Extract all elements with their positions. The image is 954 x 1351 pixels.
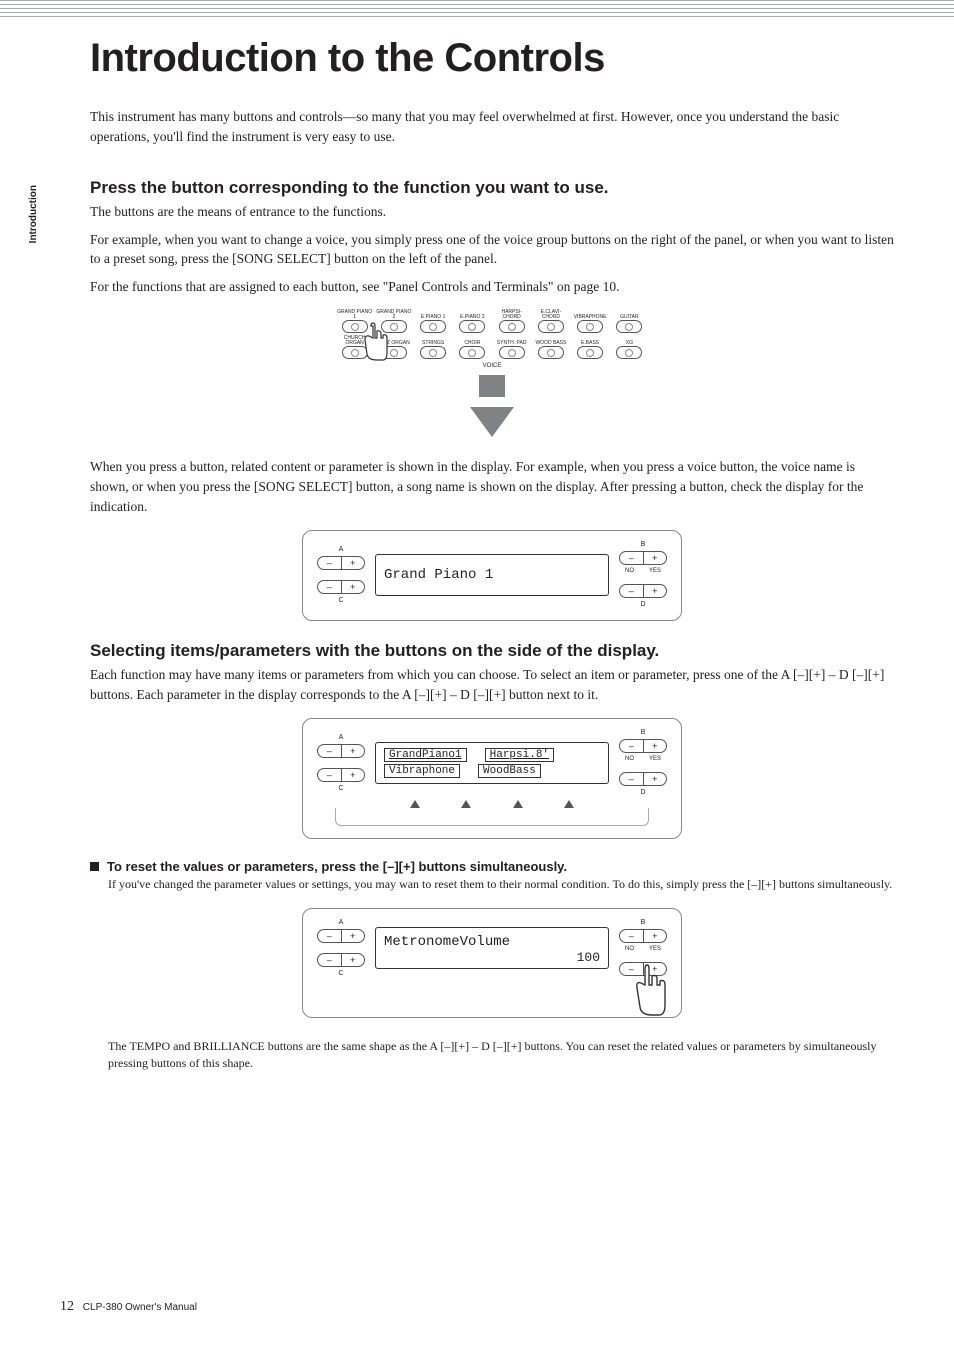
voice-button[interactable] <box>420 320 446 333</box>
voice-button[interactable] <box>459 320 485 333</box>
label-A: A <box>339 546 344 553</box>
pm-button-A[interactable]: –+ <box>317 556 365 570</box>
voice-button[interactable] <box>420 346 446 359</box>
voice-label: WOOD BASS <box>535 336 566 346</box>
voice-button[interactable] <box>538 346 564 359</box>
voice-label: E.CLAVI-CHORD <box>533 310 568 320</box>
lcd3-label: MetronomeVolume <box>384 934 600 950</box>
pm-button-B2[interactable]: –+ <box>619 739 667 753</box>
voice-label: E.PIANO 1 <box>421 310 445 320</box>
voice-button[interactable] <box>577 346 603 359</box>
hand-press-icon <box>625 961 675 1021</box>
voice-label: E.BASS <box>581 336 599 346</box>
voice-button[interactable] <box>499 346 525 359</box>
section1-p2: For example, when you want to change a v… <box>90 230 894 269</box>
voice-label: GUITAR <box>620 310 639 320</box>
voice-label: HARPSI-CHORD <box>494 310 529 320</box>
manual-name: CLP-380 Owner's Manual <box>83 1302 197 1313</box>
lcd3-value: 100 <box>384 950 600 965</box>
label-B: B <box>641 541 646 548</box>
voice-button[interactable] <box>459 346 485 359</box>
lcd-display-3: MetronomeVolume 100 <box>375 927 609 969</box>
page-number: 12 <box>60 1299 74 1314</box>
voice-cell: SYNTH. PAD <box>494 336 529 359</box>
pointer-up-icon <box>410 800 420 808</box>
display-panel-2: A –+ –+ C GrandPiano1 Harpsi.8' Vibrapho… <box>90 718 894 839</box>
page-top-rules <box>0 0 954 20</box>
pm-button-D[interactable]: –+ <box>619 584 667 598</box>
arrow-down-icon <box>470 407 514 437</box>
voice-button[interactable] <box>616 320 642 333</box>
lcd-display-2: GrandPiano1 Harpsi.8' Vibraphone WoodBas… <box>375 742 609 784</box>
lcd2-cell-3: WoodBass <box>478 764 541 778</box>
voice-cell: E.PIANO 2 <box>455 310 490 333</box>
voice-label: VIBRAPHONE <box>574 310 607 320</box>
lcd1-text: Grand Piano 1 <box>384 567 600 583</box>
pointer-link-line <box>335 808 649 826</box>
lcd2-cell-2: Vibraphone <box>384 764 460 778</box>
voice-button[interactable] <box>499 320 525 333</box>
voice-cell: XG <box>612 336 647 359</box>
voice-cell: WOOD BASS <box>533 336 568 359</box>
intro-paragraph: This instrument has many buttons and con… <box>90 107 894 146</box>
voice-button[interactable] <box>538 320 564 333</box>
tail-text: The TEMPO and BRILLIANCE buttons are the… <box>108 1038 894 1073</box>
section2-p1: Each function may have many items or par… <box>90 665 894 704</box>
voice-cell: E.BASS <box>573 336 608 359</box>
pm-button-B3[interactable]: –+ <box>619 929 667 943</box>
voice-cell: CHOIR <box>455 336 490 359</box>
lcd-display-1: Grand Piano 1 <box>375 554 609 596</box>
voice-label: GRAND PIANO 1 <box>337 310 372 320</box>
voice-cell: HARPSI-CHORD <box>494 310 529 333</box>
label-C: C <box>338 597 343 604</box>
voice-button[interactable] <box>616 346 642 359</box>
voice-panel-figure: GRAND PIANO 1 GRAND PIANO 2 E.PIANO 1 E.PIA… <box>90 310 894 437</box>
pointer-up-icon <box>564 800 574 808</box>
section3-heading: To reset the values or parameters, press… <box>90 859 894 874</box>
pm-button-A2[interactable]: –+ <box>317 744 365 758</box>
pm-button-D2[interactable]: –+ <box>619 772 667 786</box>
pointer-up-icon <box>513 800 523 808</box>
lcd2-cell-1: Harpsi.8' <box>485 748 554 762</box>
voice-cell: STRINGS <box>416 336 451 359</box>
voice-label: SYNTH. PAD <box>497 336 527 346</box>
pm-button-C[interactable]: –+ <box>317 580 365 594</box>
section1-heading: Press the button corresponding to the fu… <box>90 178 894 198</box>
pm-button-A3[interactable]: –+ <box>317 929 365 943</box>
lcd2-cell-0: GrandPiano1 <box>384 748 467 762</box>
label-D: D <box>640 601 645 608</box>
display-panel-1: A –+ –+ C Grand Piano 1 B –+ NOYES <box>90 530 894 621</box>
section1-p3: For the functions that are assigned to e… <box>90 277 894 297</box>
display-panel-3: A –+ –+ C MetronomeVolume 100 B –+ <box>90 908 894 1018</box>
pm-button-C3[interactable]: –+ <box>317 953 365 967</box>
voice-label: E.PIANO 2 <box>460 310 484 320</box>
voice-cell: VIBRAPHONE <box>573 310 608 333</box>
voice-label: XG <box>626 336 633 346</box>
section1-after-fig: When you press a button, related content… <box>90 457 894 516</box>
section2-heading: Selecting items/parameters with the butt… <box>90 641 894 661</box>
voice-label: GRAND PIANO 2 <box>376 310 411 320</box>
voice-cell: E.CLAVI-CHORD <box>533 310 568 333</box>
pointer-up-icon <box>461 800 471 808</box>
voice-label: CHOIR <box>464 336 480 346</box>
hand-pointer-icon <box>355 320 395 364</box>
voice-cell: GUITAR <box>612 310 647 333</box>
section1-p1: The buttons are the means of entrance to… <box>90 202 894 222</box>
voice-button[interactable] <box>577 320 603 333</box>
arrow-stem <box>479 375 505 397</box>
voice-label: STRINGS <box>422 336 444 346</box>
square-bullet-icon <box>90 862 99 871</box>
page-footer: 12 CLP-380 Owner's Manual <box>60 1299 197 1315</box>
page-title: Introduction to the Controls <box>90 36 894 81</box>
voice-cell: E.PIANO 1 <box>416 310 451 333</box>
side-tab-label: Introduction <box>28 185 39 243</box>
pm-button-C2[interactable]: –+ <box>317 768 365 782</box>
section3-p1: If you've changed the parameter values o… <box>108 876 894 893</box>
pm-button-B[interactable]: –+ <box>619 551 667 565</box>
